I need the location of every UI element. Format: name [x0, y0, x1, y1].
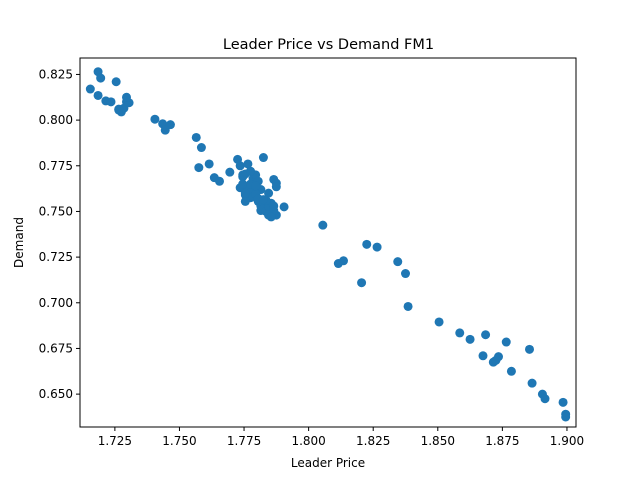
data-point — [478, 351, 488, 361]
data-point — [491, 355, 501, 365]
data-point — [269, 201, 279, 211]
data-point — [455, 328, 465, 338]
y-tick-label: 0.750 — [39, 204, 73, 218]
data-point — [561, 412, 571, 422]
data-point — [527, 378, 537, 388]
data-point — [240, 188, 250, 198]
data-point — [264, 188, 274, 198]
data-point — [362, 239, 372, 249]
data-point — [271, 182, 281, 192]
data-point — [246, 166, 255, 176]
y-tick-label: 0.675 — [39, 341, 73, 355]
data-point — [106, 97, 116, 107]
data-point — [204, 159, 214, 169]
data-point — [465, 334, 475, 344]
x-tick-label: 1.825 — [356, 434, 390, 448]
y-tick-label: 0.650 — [39, 387, 73, 401]
y-axis-ticks: 0.650 0.675 0.700 0.725 0.750 0.775 0.800 0.825 — [39, 67, 80, 401]
x-tick-label: 1.800 — [291, 434, 325, 448]
data-point — [357, 278, 367, 288]
data-point — [279, 202, 289, 212]
data-point — [160, 125, 170, 135]
data-point — [558, 397, 568, 407]
x-axis-ticks: 1.725 1.750 1.775 1.800 1.825 1.850 1.875 1.900 — [98, 427, 584, 448]
data-point — [122, 92, 131, 102]
data-point — [481, 330, 491, 340]
y-tick-label: 0.700 — [39, 296, 73, 310]
data-point — [403, 301, 413, 311]
data-point — [96, 73, 106, 83]
data-point — [401, 269, 410, 279]
data-point — [501, 337, 511, 347]
data-point — [318, 220, 328, 230]
data-point — [258, 153, 268, 163]
plot-frame — [79, 57, 577, 428]
data-points — [85, 67, 571, 422]
y-axis-label: Demand — [12, 217, 26, 268]
data-point — [235, 161, 245, 171]
y-tick-label: 0.800 — [39, 113, 73, 127]
data-point — [111, 77, 121, 87]
data-point — [238, 170, 248, 180]
data-point — [339, 256, 348, 266]
data-point — [243, 159, 253, 169]
data-point — [85, 84, 95, 94]
data-point — [266, 212, 276, 222]
chart-title: Leader Price vs Demand FM1 — [223, 37, 434, 53]
data-point — [372, 242, 382, 252]
x-tick-label: 1.750 — [162, 434, 196, 448]
data-point — [114, 104, 124, 114]
x-tick-label: 1.775 — [227, 434, 261, 448]
data-point — [393, 257, 403, 267]
x-tick-label: 1.850 — [421, 434, 455, 448]
y-tick-label: 0.725 — [39, 250, 73, 264]
data-point — [93, 90, 103, 100]
data-point — [194, 163, 204, 173]
x-tick-label: 1.875 — [485, 434, 519, 448]
data-point — [258, 195, 268, 205]
data-point — [251, 181, 261, 191]
data-point — [240, 196, 250, 206]
data-point — [196, 143, 206, 153]
data-point — [540, 394, 550, 404]
x-axis-label: Leader Price — [291, 456, 365, 470]
y-tick-label: 0.775 — [39, 159, 73, 173]
data-point — [525, 344, 534, 354]
x-tick-label: 1.900 — [550, 434, 584, 448]
y-tick-label: 0.825 — [39, 67, 73, 81]
data-point — [434, 317, 444, 327]
x-tick-label: 1.725 — [98, 434, 132, 448]
data-point — [225, 167, 235, 177]
data-point — [215, 176, 224, 186]
data-point — [191, 132, 201, 142]
data-point — [506, 366, 516, 376]
data-point — [150, 114, 160, 124]
